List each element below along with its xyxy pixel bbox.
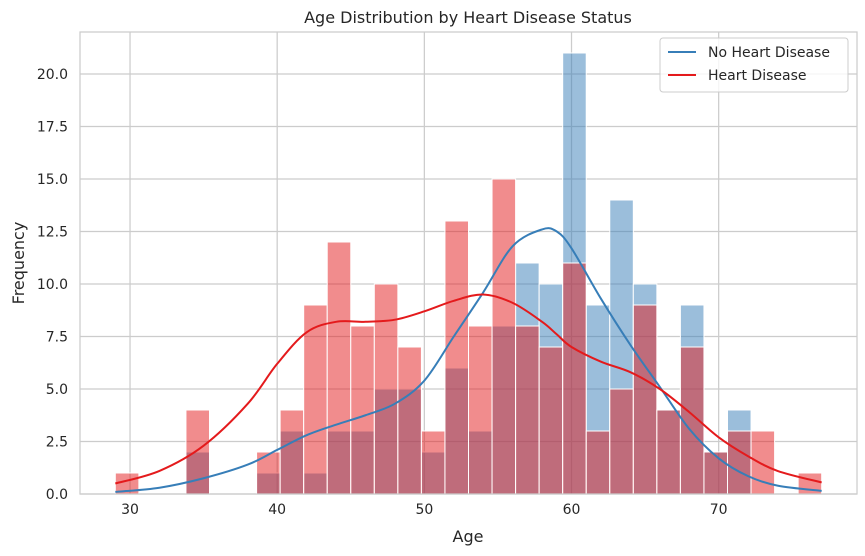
x-tick-label-2: 50 — [415, 502, 433, 518]
plot-frame — [79, 31, 858, 495]
y-tick-label-8: 20.0 — [37, 67, 68, 83]
bar-heart-disease-7 — [279, 409, 305, 495]
bar-heart-disease-19 — [562, 262, 587, 495]
kde-line-no-heart-disease — [115, 227, 822, 493]
y-tick-label-3: 7.5 — [46, 330, 68, 346]
y-tick-label-2: 5.0 — [46, 382, 68, 398]
x-tick-labels: 30 40 50 60 70 — [121, 502, 727, 518]
bar-heart-disease-11 — [373, 283, 399, 495]
bar-heart-disease-16 — [491, 178, 517, 495]
bar-heart-disease-17 — [515, 325, 540, 495]
y-tick-label-0: 0.0 — [46, 487, 68, 503]
y-tick-label-1: 2.5 — [46, 435, 68, 451]
y-tick-label-5: 12.5 — [37, 225, 68, 241]
x-tick-label-3: 60 — [563, 502, 581, 518]
y-tick-label-4: 10.0 — [37, 277, 68, 293]
bar-heart-disease-14 — [444, 220, 470, 495]
kde-line-heart-disease — [115, 293, 822, 485]
bar-heart-disease-25 — [703, 451, 728, 495]
chart-title: Age Distribution by Heart Disease Status — [304, 8, 632, 27]
y-tick-labels: 0.0 2.5 5.0 7.5 10.0 12.5 15.0 17.5 20.0 — [37, 67, 68, 503]
y-tick-label-6: 15.0 — [37, 172, 68, 188]
bar-heart-disease-18 — [538, 346, 564, 495]
bar-heart-disease-21 — [609, 388, 634, 495]
bars-heart-disease — [114, 178, 823, 495]
bar-heart-disease-26 — [727, 430, 752, 495]
x-tick-label-1: 40 — [268, 502, 286, 518]
y-axis-label: Frequency — [9, 222, 28, 305]
kde-curves — [115, 227, 822, 493]
x-tick-label-4: 70 — [710, 502, 728, 518]
y-tick-label-7: 17.5 — [37, 120, 68, 136]
x-tick-label-0: 30 — [121, 502, 139, 518]
legend: No Heart Disease Heart Disease — [659, 37, 849, 93]
bar-heart-disease-13 — [420, 430, 446, 495]
legend-label-no-heart-disease: No Heart Disease — [708, 45, 830, 61]
bar-heart-disease-12 — [397, 346, 422, 495]
legend-label-heart-disease: Heart Disease — [708, 68, 806, 84]
bar-heart-disease-23 — [656, 409, 681, 495]
bar-heart-disease-15 — [468, 325, 493, 495]
bar-heart-disease-22 — [632, 304, 658, 495]
legend-frame — [659, 37, 849, 93]
bar-heart-disease-10 — [350, 325, 375, 495]
x-axis-label: Age — [453, 527, 484, 546]
bar-heart-disease-8 — [303, 304, 328, 495]
bar-heart-disease-9 — [326, 241, 352, 495]
bar-heart-disease-20 — [585, 430, 611, 495]
